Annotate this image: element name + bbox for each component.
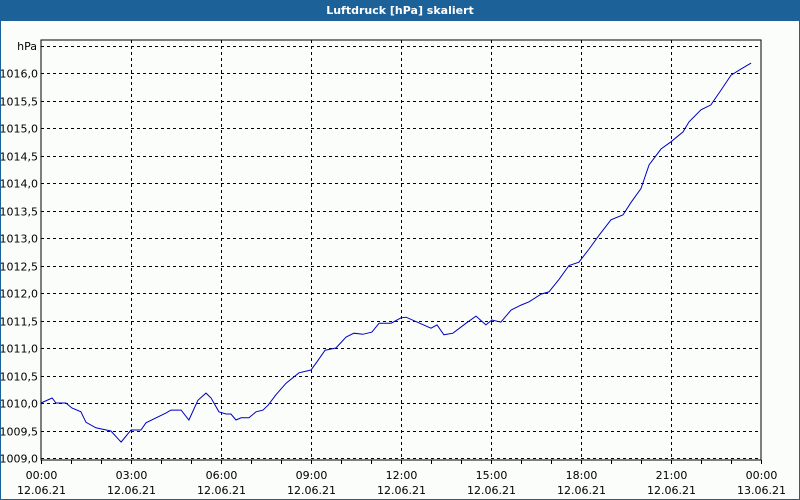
x-tick-time: 15:00: [476, 469, 508, 482]
x-tick-date: 12.06.21: [647, 484, 696, 497]
y-tick-label: 1014,0: [1, 178, 38, 191]
x-tick-time: 18:00: [566, 469, 598, 482]
y-tick-label: 1013,5: [1, 206, 38, 219]
y-tick-label: 1012,0: [1, 288, 38, 301]
y-tick-label: 1010,5: [1, 371, 38, 384]
y-tick-label: 1015,0: [1, 123, 38, 136]
x-tick-date: 12.06.21: [17, 484, 66, 497]
x-tick-time: 03:00: [116, 469, 148, 482]
x-tick-date: 12.06.21: [377, 484, 426, 497]
y-tick-label: 1012,5: [1, 261, 38, 274]
x-tick-time: 09:00: [296, 469, 328, 482]
x-tick-date: 12.06.21: [197, 484, 246, 497]
y-tick-label: 1013,0: [1, 233, 38, 246]
chart-title: Luftdruck [hPa] skaliert: [0, 0, 800, 21]
x-tick-date: 13.06.21: [737, 484, 786, 497]
x-tick-date: 12.06.21: [557, 484, 606, 497]
y-axis-unit: hPa: [17, 40, 37, 53]
y-tick-label: 1014,5: [1, 151, 38, 164]
y-tick-label: 1009,0: [1, 453, 38, 466]
x-tick-date: 12.06.21: [287, 484, 336, 497]
x-tick-time: 00:00: [26, 469, 58, 482]
y-tick-label: 1015,5: [1, 96, 38, 109]
x-tick-time: 00:00: [746, 469, 778, 482]
x-tick-time: 12:00: [386, 469, 418, 482]
x-tick-time: 21:00: [656, 469, 688, 482]
pressure-series-line: [40, 62, 752, 443]
x-tick-time: 06:00: [206, 469, 238, 482]
x-tick-date: 12.06.21: [107, 484, 156, 497]
y-tick-label: 1009,5: [1, 426, 38, 439]
y-tick-label: 1016,0: [1, 68, 38, 81]
x-tick-date: 12.06.21: [467, 484, 516, 497]
y-tick-label: 1011,5: [1, 316, 38, 329]
y-tick-label: 1010,0: [1, 398, 38, 411]
y-tick-label: 1011,0: [1, 343, 38, 356]
